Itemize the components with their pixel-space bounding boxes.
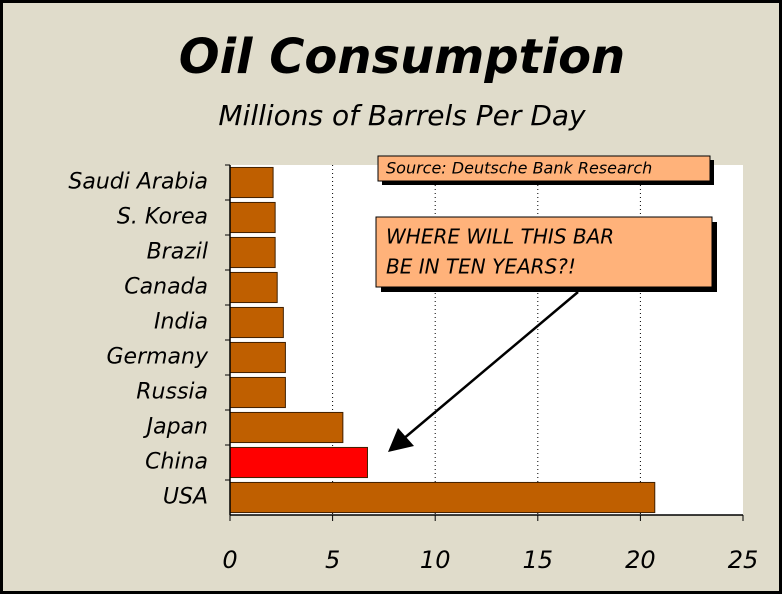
bars — [229, 166, 656, 514]
y-tick-label: Germany — [106, 345, 208, 370]
bar — [229, 271, 278, 304]
bar — [229, 201, 276, 234]
x-tick-label: 25 — [728, 546, 759, 574]
y-tick-label: India — [154, 310, 208, 335]
arrow-head — [388, 428, 414, 452]
x-tick-label: 10 — [420, 546, 451, 574]
y-tick-label: Saudi Arabia — [68, 170, 208, 195]
callout-line: BE IN TEN YEARS?! — [386, 255, 576, 279]
bar — [229, 446, 368, 479]
callout-box — [375, 216, 713, 288]
bar — [229, 411, 344, 444]
callout-line: WHERE WILL THIS BAR — [386, 225, 614, 249]
x-tick-label: 15 — [523, 546, 554, 574]
bar — [229, 236, 276, 269]
source-box — [377, 155, 711, 182]
bar — [229, 166, 274, 199]
x-tick-label: 0 — [222, 546, 237, 574]
bar — [229, 341, 286, 374]
y-tick-label: Russia — [136, 380, 208, 405]
bar — [229, 481, 656, 514]
y-tick-label: China — [145, 450, 208, 475]
grid — [225, 164, 744, 521]
chart-title: Oil Consumption — [179, 29, 625, 85]
y-tick-label: USA — [163, 485, 208, 510]
arrow-shaft — [401, 291, 579, 441]
bar — [229, 376, 286, 409]
chart-subtitle: Millions of Barrels Per Day — [218, 99, 586, 132]
x-tick-label: 20 — [625, 546, 656, 574]
y-tick-label: Canada — [124, 275, 208, 300]
y-tick-label: S. Korea — [117, 205, 208, 230]
y-tick-label: Brazil — [147, 240, 208, 265]
y-tick-label: Japan — [143, 415, 208, 440]
bar — [229, 306, 284, 339]
source-note: Source: Deutsche Bank Research — [386, 159, 652, 178]
x-tick-label: 5 — [325, 546, 340, 574]
